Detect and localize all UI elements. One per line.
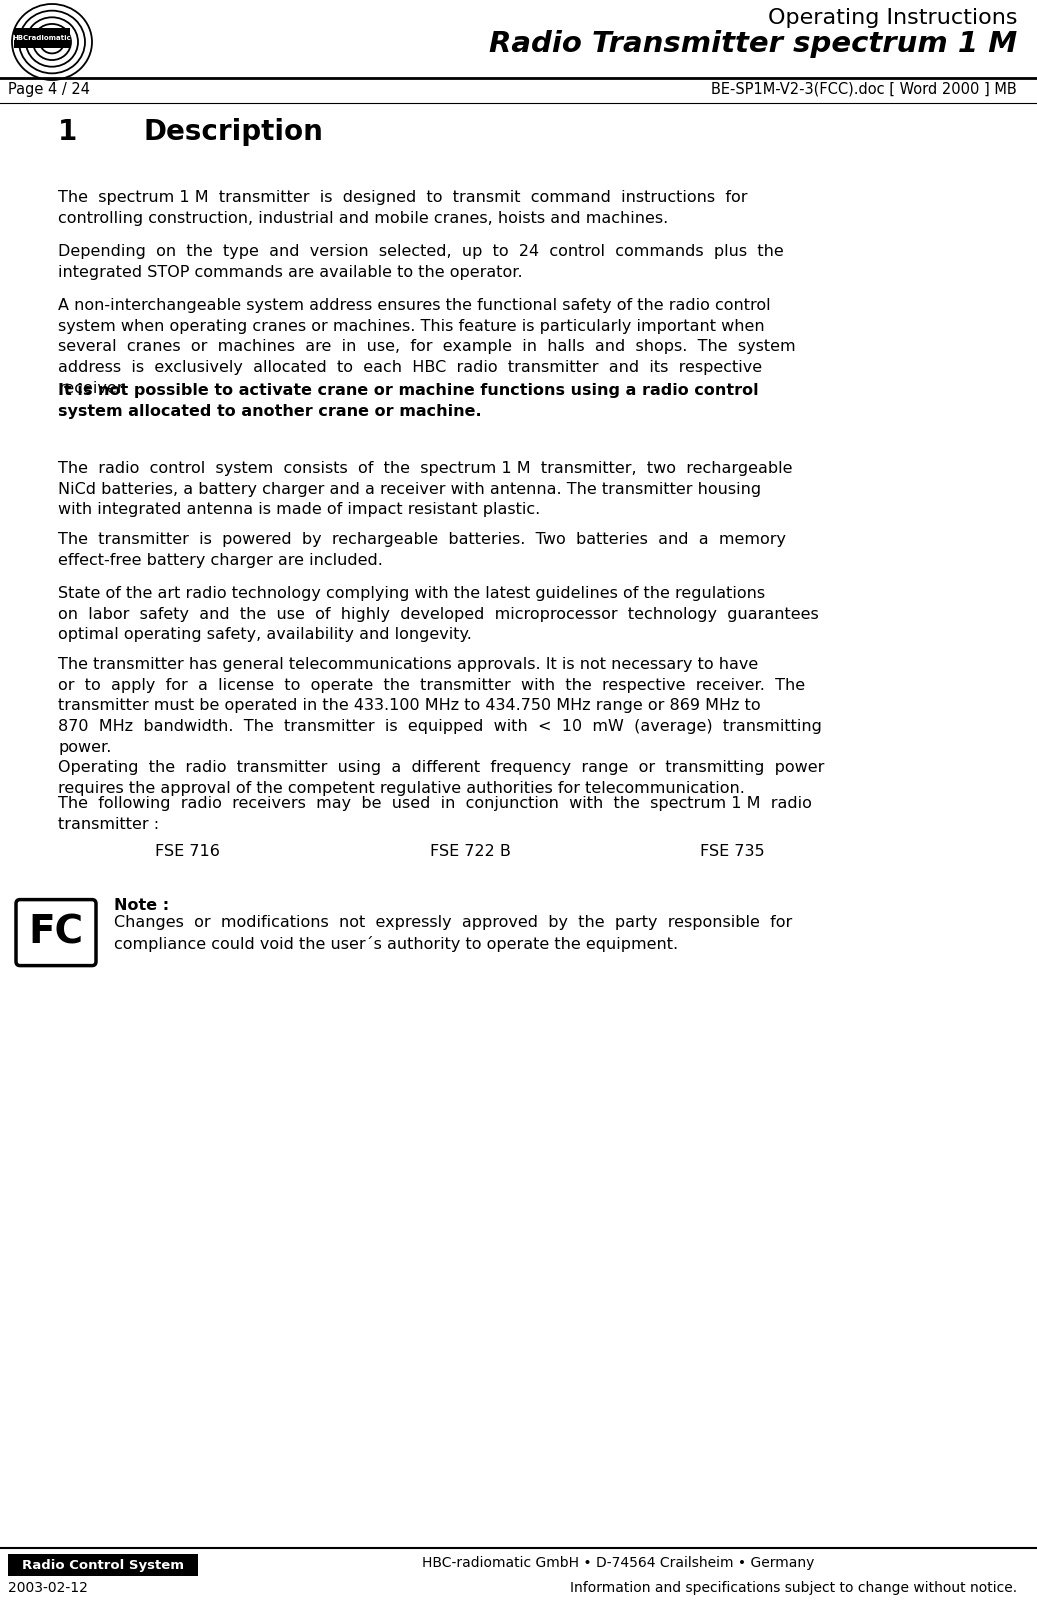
Text: Operating Instructions: Operating Instructions (767, 8, 1017, 27)
Text: BE-SP1M-V2-3(FCC).doc [ Word 2000 ] MB: BE-SP1M-V2-3(FCC).doc [ Word 2000 ] MB (711, 82, 1017, 96)
Text: State of the art radio technology complying with the latest guidelines of the re: State of the art radio technology comply… (58, 586, 819, 642)
FancyBboxPatch shape (15, 27, 71, 48)
Text: FSE 722 B: FSE 722 B (430, 844, 511, 859)
Text: The  spectrum 1 M  transmitter  is  designed  to  transmit  command  instruction: The spectrum 1 M transmitter is designed… (58, 189, 748, 226)
Text: FC: FC (28, 913, 84, 952)
Text: 2003-02-12: 2003-02-12 (8, 1581, 88, 1595)
Text: Note :: Note : (114, 897, 169, 913)
Text: It is not possible to activate crane or machine functions using a radio control
: It is not possible to activate crane or … (58, 384, 759, 419)
Text: Changes  or  modifications  not  expressly  approved  by  the  party  responsibl: Changes or modifications not expressly a… (114, 915, 792, 952)
Text: The  following  radio  receivers  may  be  used  in  conjunction  with  the  spe: The following radio receivers may be use… (58, 796, 812, 831)
Text: Radio Control System: Radio Control System (22, 1558, 184, 1571)
Text: 1: 1 (58, 119, 77, 146)
Text: The  radio  control  system  consists  of  the  spectrum 1 M  transmitter,  two : The radio control system consists of the… (58, 461, 792, 517)
Text: Depending  on  the  type  and  version  selected,  up  to  24  control  commands: Depending on the type and version select… (58, 244, 784, 279)
Text: The transmitter has general telecommunications approvals. It is not necessary to: The transmitter has general telecommunic… (58, 656, 824, 796)
Text: FSE 735: FSE 735 (700, 844, 764, 859)
Text: Description: Description (143, 119, 323, 146)
Text: Radio Transmitter spectrum 1 M: Radio Transmitter spectrum 1 M (488, 30, 1017, 58)
Text: Page 4 / 24: Page 4 / 24 (8, 82, 90, 96)
Text: HBCradiomatic: HBCradiomatic (12, 35, 72, 42)
Text: Information and specifications subject to change without notice.: Information and specifications subject t… (570, 1581, 1017, 1595)
Text: The  transmitter  is  powered  by  rechargeable  batteries.  Two  batteries  and: The transmitter is powered by rechargeab… (58, 531, 786, 568)
FancyBboxPatch shape (8, 1554, 198, 1576)
Text: HBC-radiomatic GmbH • D-74564 Crailsheim • Germany: HBC-radiomatic GmbH • D-74564 Crailsheim… (422, 1555, 815, 1570)
Text: A non-interchangeable system address ensures the functional safety of the radio : A non-interchangeable system address ens… (58, 299, 795, 395)
Text: FSE 716: FSE 716 (155, 844, 220, 859)
FancyBboxPatch shape (16, 899, 96, 966)
